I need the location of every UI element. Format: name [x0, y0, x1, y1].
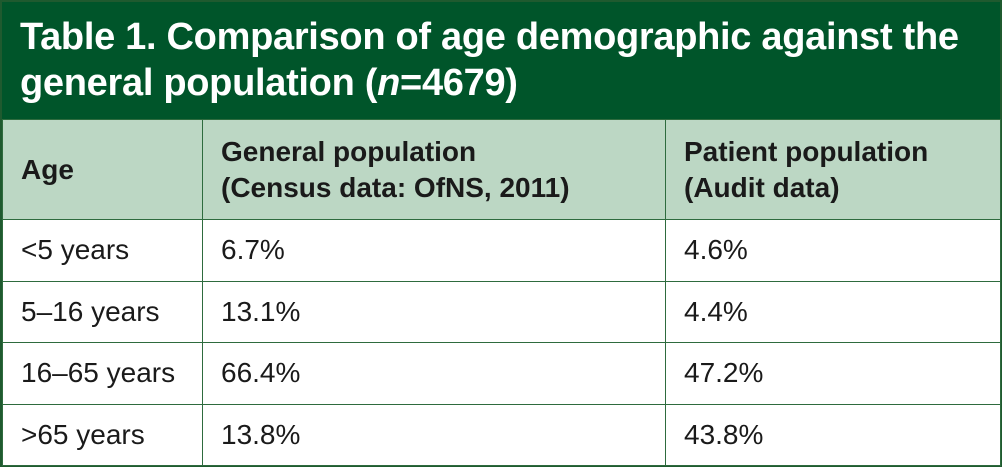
patient-population-cell: 4.6% — [665, 219, 1001, 282]
table-caption: Table 1. Comparison of age demographic a… — [2, 2, 1000, 119]
header-patient-population: Patient population (Audit data) — [665, 119, 1001, 220]
age-cell: <5 years — [2, 219, 203, 282]
caption-line-2: general population (n=4679) — [20, 60, 982, 106]
age-cell: 16–65 years — [2, 342, 203, 405]
age-cell: 5–16 years — [2, 280, 203, 343]
header-general-source: (Census data: OfNS, 2011) — [221, 171, 570, 203]
general-population-cell: 13.8% — [202, 403, 666, 466]
caption-line-1: Table 1. Comparison of age demographic a… — [20, 16, 959, 58]
table-row: <5 years 6.7% 4.6% — [2, 219, 1001, 282]
header-patient-source: (Audit data) — [684, 171, 840, 203]
patient-population-cell: 47.2% — [665, 342, 1001, 405]
table-row: >65 years 13.8% 43.8% — [2, 403, 1001, 466]
header-age-label: Age — [21, 153, 74, 185]
table-row: 16–65 years 66.4% 47.2% — [2, 342, 1001, 405]
header-general-population: General population (Census data: OfNS, 2… — [202, 119, 666, 220]
age-cell: >65 years — [2, 403, 203, 466]
patient-population-cell: 4.4% — [665, 280, 1001, 343]
caption-line-2-suffix: =4679) — [400, 62, 518, 104]
header-row: Age General population (Census data: OfN… — [2, 119, 1001, 220]
general-population-cell: 66.4% — [202, 342, 666, 405]
header-general-label: General population — [221, 135, 477, 167]
header-patient-label: Patient population — [684, 135, 929, 167]
general-population-cell: 6.7% — [202, 219, 666, 282]
patient-population-cell: 43.8% — [665, 403, 1001, 466]
caption-n-symbol: n — [377, 62, 401, 104]
demographic-table: Age General population (Census data: OfN… — [2, 119, 1001, 466]
general-population-cell: 13.1% — [202, 280, 666, 343]
caption-line-2-prefix: general population ( — [20, 62, 378, 104]
header-age: Age — [2, 119, 203, 220]
table-row: 5–16 years 13.1% 4.4% — [2, 280, 1001, 343]
